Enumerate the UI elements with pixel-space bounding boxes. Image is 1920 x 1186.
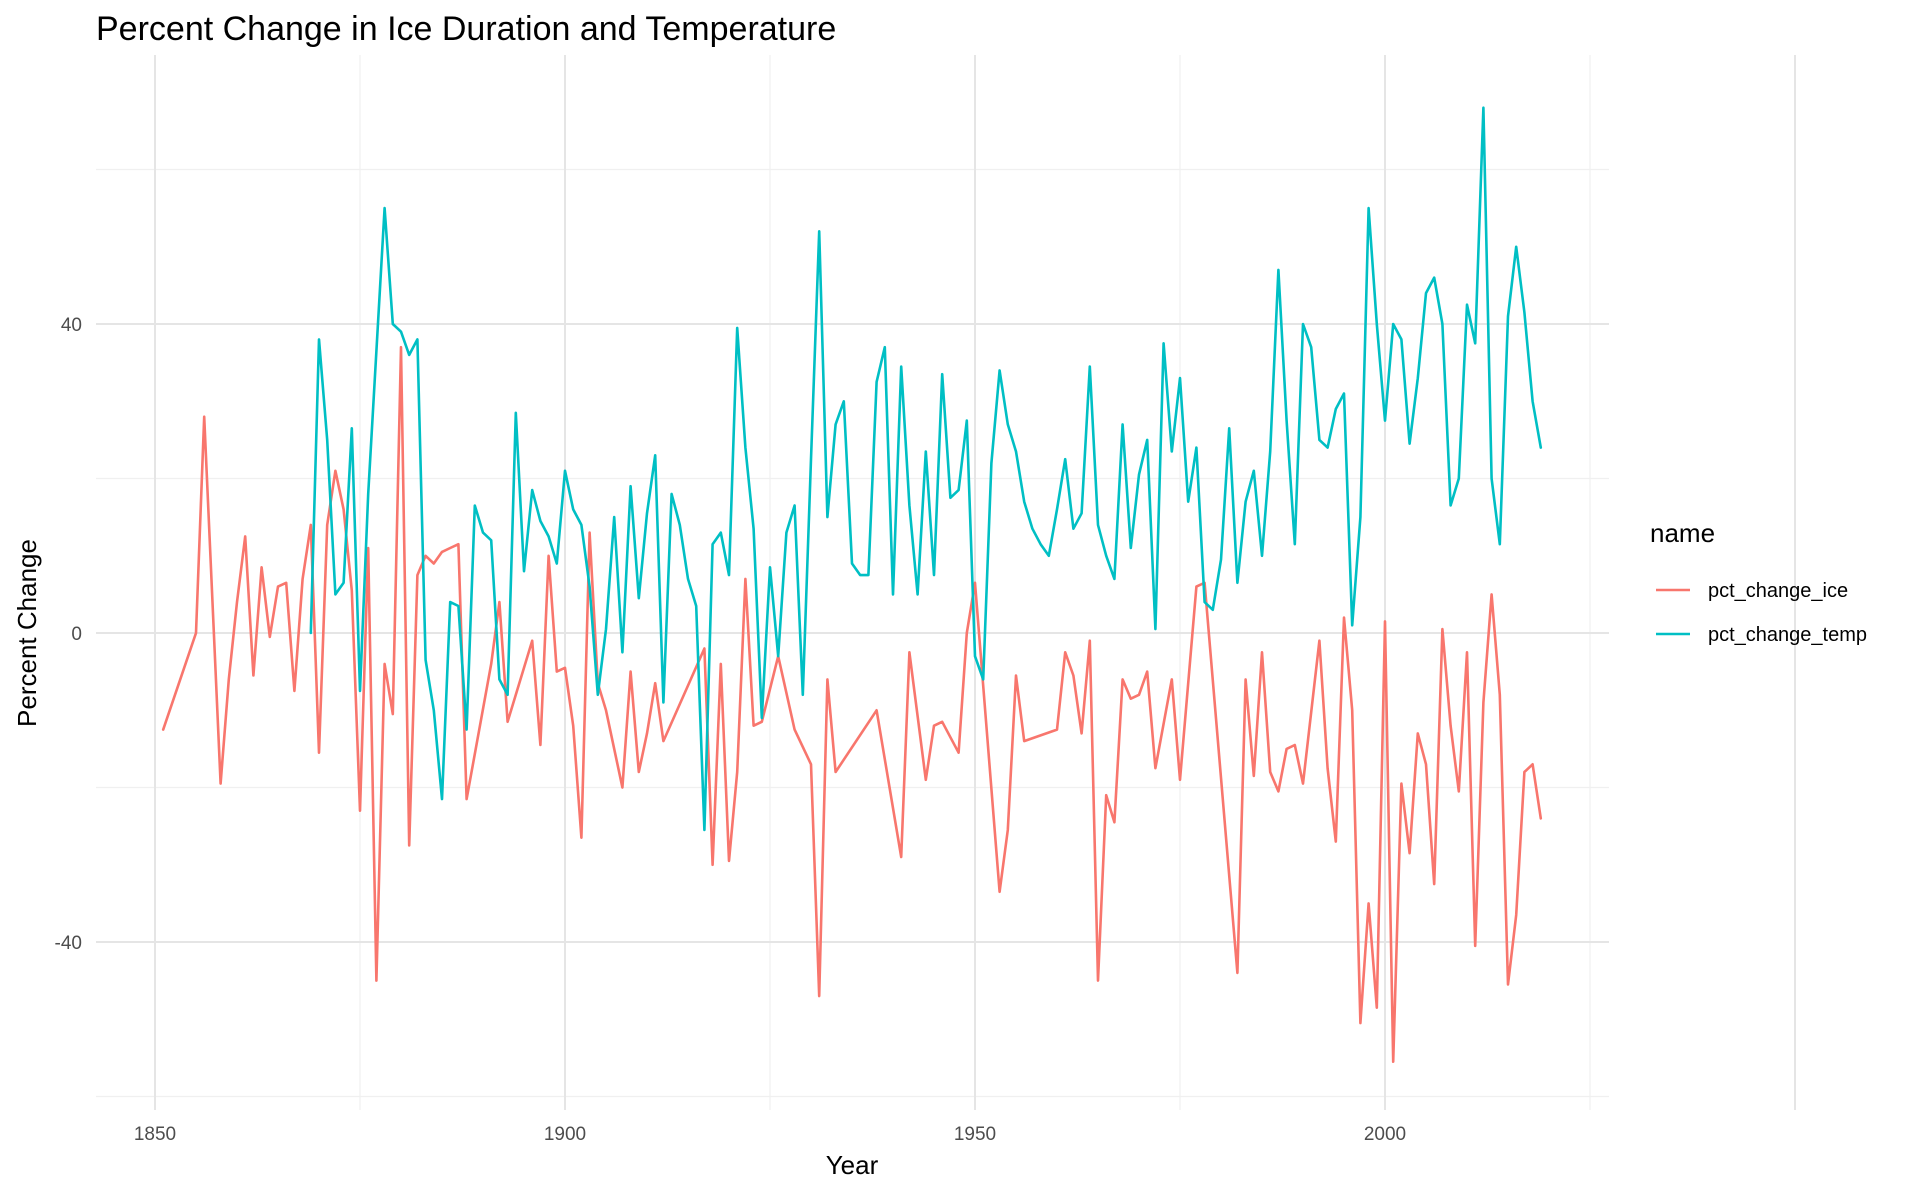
y-tick-label: 40 — [61, 315, 82, 336]
grid-major — [96, 55, 1796, 1110]
x-tick-label: 1950 — [954, 1124, 996, 1145]
legend-label-pct_change_ice: pct_change_ice — [1708, 580, 1848, 602]
x-tick-label: 2000 — [1364, 1124, 1406, 1145]
legend-items: pct_change_ice pct_change_temp — [1656, 580, 1867, 646]
y-tick-label: -40 — [55, 933, 82, 954]
chart-title: Percent Change in Ice Duration and Tempe… — [96, 10, 836, 48]
y-axis-title: Percent Change — [12, 539, 42, 727]
legend: name pct_change_ice pct_change_temp — [1650, 518, 1867, 646]
legend-title: name — [1650, 518, 1715, 548]
x-tick-label: 1900 — [544, 1124, 586, 1145]
plot-panel — [96, 55, 1796, 1110]
grid-minor — [96, 55, 1609, 1110]
series-lines — [161, 106, 1543, 1063]
x-tick-label: 1850 — [134, 1124, 176, 1145]
series-line-pct_change_ice — [161, 345, 1543, 1063]
y-tick-label: 0 — [71, 624, 82, 645]
series-line-pct_change_temp — [309, 106, 1543, 832]
legend-label-pct_change_temp: pct_change_temp — [1708, 624, 1867, 646]
x-axis-ticks: 1850 1900 1950 2000 — [134, 1124, 1406, 1145]
y-axis-ticks: -40 0 40 — [55, 315, 82, 954]
x-axis-title: Year — [826, 1150, 879, 1180]
